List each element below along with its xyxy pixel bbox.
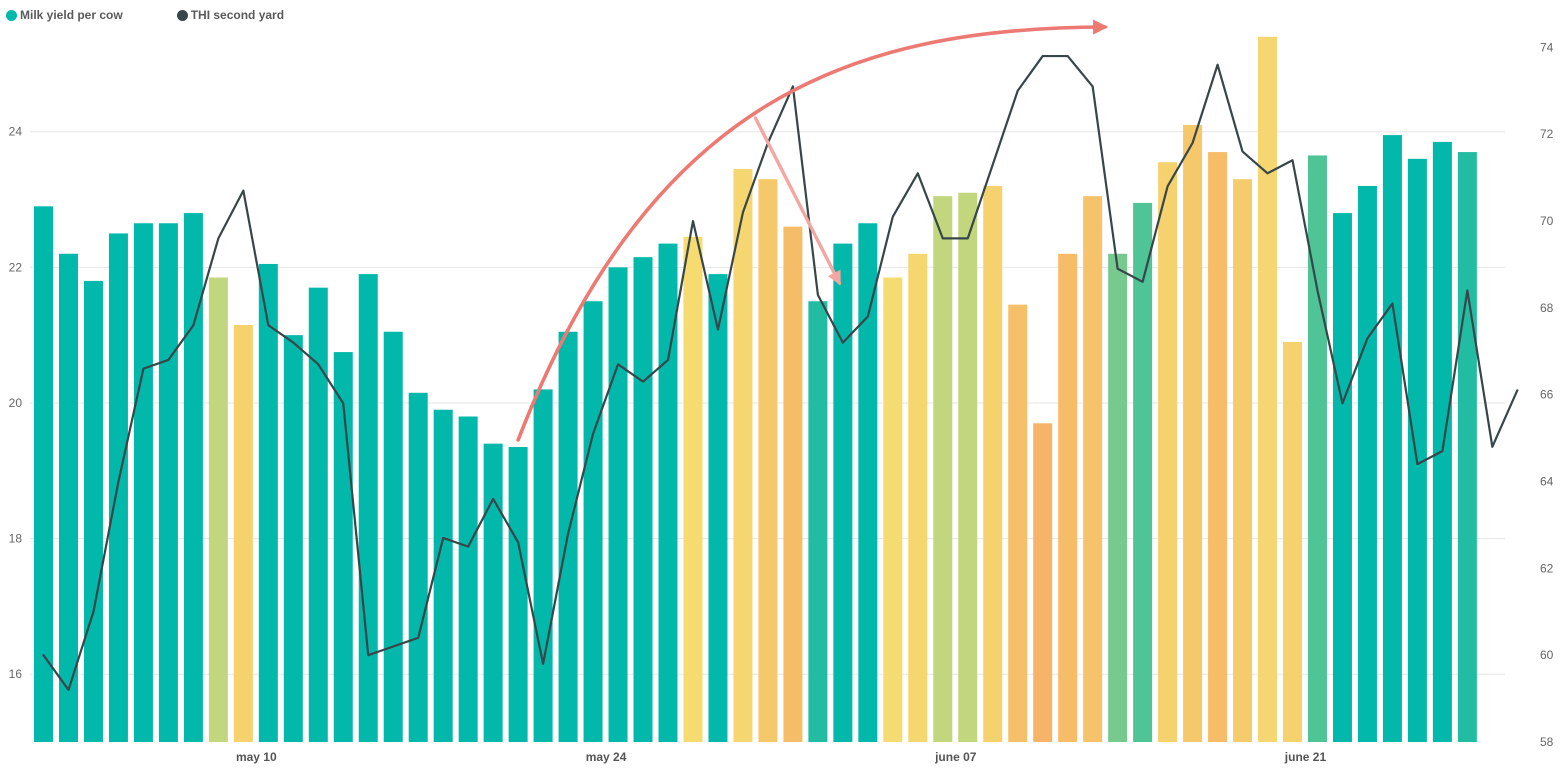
bar-milk-yield[interactable] bbox=[108, 233, 128, 742]
bar-milk-yield[interactable] bbox=[308, 287, 328, 742]
y-axis-right: 58 60 62 64 66 68 70 72 74 bbox=[1540, 40, 1554, 749]
bar-milk-yield[interactable] bbox=[1133, 202, 1153, 742]
x-tick-label: june 07 bbox=[934, 750, 977, 764]
y-right-tick-label: 64 bbox=[1540, 475, 1554, 489]
bar-milk-yield[interactable] bbox=[758, 179, 778, 742]
line-thi[interactable] bbox=[42, 54, 1519, 692]
annotations bbox=[516, 19, 1109, 442]
bar-milk-yield[interactable] bbox=[1357, 185, 1377, 742]
bar-milk-yield[interactable] bbox=[983, 185, 1003, 742]
bar-series-milk-yield bbox=[34, 36, 1477, 743]
bar-milk-yield[interactable] bbox=[1283, 341, 1302, 742]
bar-milk-yield[interactable] bbox=[583, 301, 603, 742]
bar-milk-yield[interactable] bbox=[1208, 152, 1228, 743]
bar-milk-yield[interactable] bbox=[533, 389, 553, 742]
bar-milk-yield[interactable] bbox=[358, 274, 378, 742]
y-axis-left: 16 18 20 22 24 bbox=[9, 125, 23, 681]
bar-milk-yield[interactable] bbox=[433, 409, 453, 742]
y-right-tick-label: 60 bbox=[1540, 648, 1554, 662]
bar-milk-yield[interactable] bbox=[1432, 141, 1452, 742]
bar-milk-yield[interactable] bbox=[708, 274, 728, 742]
y-right-tick-label: 74 bbox=[1540, 40, 1554, 54]
bar-milk-yield[interactable] bbox=[83, 280, 103, 742]
annotation-arrow-small bbox=[753, 116, 842, 286]
bar-milk-yield[interactable] bbox=[733, 169, 753, 742]
bar-milk-yield[interactable] bbox=[1233, 179, 1253, 742]
bar-milk-yield[interactable] bbox=[408, 392, 428, 742]
bar-milk-yield[interactable] bbox=[1158, 162, 1178, 742]
bar-milk-yield[interactable] bbox=[1108, 253, 1128, 742]
bar-milk-yield[interactable] bbox=[34, 206, 53, 743]
bar-milk-yield[interactable] bbox=[658, 243, 678, 742]
bar-milk-yield[interactable] bbox=[458, 416, 478, 742]
annotation-arrow-large bbox=[516, 19, 1109, 442]
y-left-tick-label: 24 bbox=[9, 125, 23, 139]
x-tick-label: may 24 bbox=[586, 750, 627, 764]
legend-marker-thi bbox=[176, 9, 188, 21]
y-right-tick-label: 72 bbox=[1540, 127, 1554, 141]
bar-milk-yield[interactable] bbox=[233, 324, 253, 742]
bar-milk-yield[interactable] bbox=[1457, 152, 1477, 743]
bar-milk-yield[interactable] bbox=[1332, 213, 1352, 743]
bar-milk-yield[interactable] bbox=[1033, 423, 1053, 742]
legend-item-thi[interactable]: THI second yard bbox=[176, 8, 285, 22]
bar-milk-yield[interactable] bbox=[1382, 135, 1402, 743]
y-left-tick-label: 22 bbox=[9, 260, 23, 274]
bar-milk-yield[interactable] bbox=[1083, 196, 1103, 743]
legend-label-milk-yield: Milk yield per cow bbox=[20, 8, 123, 22]
bar-milk-yield[interactable] bbox=[1008, 304, 1028, 742]
bar-milk-yield[interactable] bbox=[383, 331, 403, 742]
y-right-tick-label: 58 bbox=[1540, 735, 1554, 749]
bar-milk-yield[interactable] bbox=[133, 223, 153, 742]
bar-milk-yield[interactable] bbox=[933, 196, 953, 743]
y-right-tick-label: 70 bbox=[1540, 214, 1554, 228]
bar-milk-yield[interactable] bbox=[858, 223, 878, 742]
bar-milk-yield[interactable] bbox=[283, 335, 303, 742]
bar-milk-yield[interactable] bbox=[608, 267, 628, 742]
bar-milk-yield[interactable] bbox=[508, 447, 528, 742]
y-right-tick-label: 68 bbox=[1540, 301, 1554, 315]
y-left-tick-label: 20 bbox=[9, 396, 23, 410]
y-right-tick-label: 66 bbox=[1540, 388, 1554, 402]
bar-milk-yield[interactable] bbox=[1058, 253, 1078, 742]
bar-milk-yield[interactable] bbox=[958, 192, 978, 742]
bar-milk-yield[interactable] bbox=[1258, 36, 1278, 743]
x-axis: may 10 may 24 june 07 june 21 bbox=[236, 750, 1327, 764]
bar-milk-yield[interactable] bbox=[1407, 158, 1427, 743]
bar-milk-yield[interactable] bbox=[808, 301, 828, 742]
line-series-thi bbox=[42, 54, 1519, 692]
bar-milk-yield[interactable] bbox=[1307, 155, 1327, 742]
legend-label-thi: THI second yard bbox=[190, 8, 285, 22]
bar-milk-yield[interactable] bbox=[1183, 124, 1203, 742]
bar-milk-yield[interactable] bbox=[158, 223, 178, 742]
bar-milk-yield[interactable] bbox=[683, 236, 703, 743]
bar-milk-yield[interactable] bbox=[258, 263, 278, 742]
legend-marker-milk-yield bbox=[6, 9, 17, 21]
y-right-tick-label: 62 bbox=[1540, 561, 1554, 575]
bar-milk-yield[interactable] bbox=[883, 277, 903, 742]
x-tick-label: june 21 bbox=[1284, 750, 1327, 764]
bar-milk-yield[interactable] bbox=[208, 277, 228, 742]
x-tick-label: may 10 bbox=[236, 750, 277, 764]
bar-milk-yield[interactable] bbox=[783, 226, 803, 743]
bar-milk-yield[interactable] bbox=[633, 257, 653, 742]
legend-item-milk-yield[interactable]: Milk yield per cow bbox=[6, 8, 123, 22]
bar-milk-yield[interactable] bbox=[908, 253, 928, 742]
y-left-tick-label: 16 bbox=[9, 667, 23, 681]
bar-milk-yield[interactable] bbox=[833, 243, 853, 742]
bar-milk-yield[interactable] bbox=[483, 443, 503, 742]
legend: Milk yield per cow THI second yard bbox=[6, 8, 338, 22]
bar-milk-yield[interactable] bbox=[58, 253, 78, 742]
bar-milk-yield[interactable] bbox=[183, 213, 203, 743]
y-left-tick-label: 18 bbox=[9, 532, 23, 546]
